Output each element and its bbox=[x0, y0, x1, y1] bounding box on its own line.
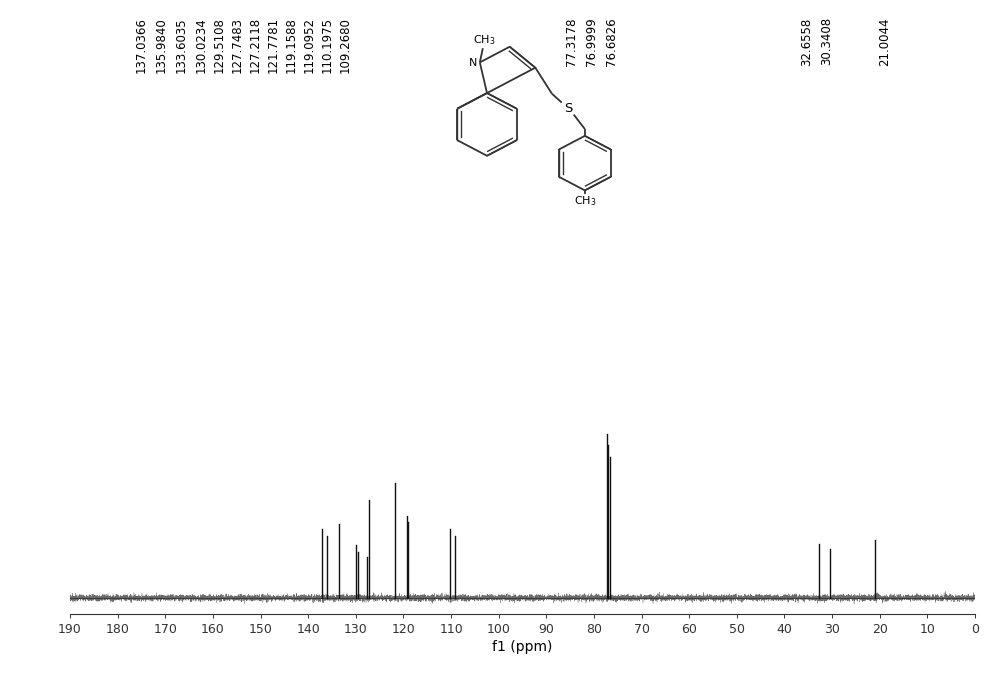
Text: 76.9999: 76.9999 bbox=[585, 17, 598, 66]
Text: S: S bbox=[564, 102, 573, 115]
Text: 21.0044: 21.0044 bbox=[878, 17, 891, 66]
Text: 135.9840: 135.9840 bbox=[155, 17, 168, 73]
X-axis label: f1 (ppm): f1 (ppm) bbox=[492, 641, 553, 654]
Text: 77.3178: 77.3178 bbox=[565, 17, 578, 66]
Text: 137.0366: 137.0366 bbox=[135, 17, 148, 74]
Text: 110.1975: 110.1975 bbox=[321, 17, 334, 74]
Text: 30.3408: 30.3408 bbox=[820, 17, 833, 65]
Text: 121.7781: 121.7781 bbox=[267, 17, 280, 74]
Text: 32.6558: 32.6558 bbox=[800, 17, 813, 66]
Text: 127.2118: 127.2118 bbox=[249, 17, 262, 74]
Text: 76.6826: 76.6826 bbox=[605, 17, 618, 66]
Text: 119.1588: 119.1588 bbox=[285, 17, 298, 74]
Text: N: N bbox=[469, 58, 477, 68]
Text: 127.7483: 127.7483 bbox=[231, 17, 244, 74]
Text: 130.0234: 130.0234 bbox=[195, 17, 208, 73]
Text: 109.2680: 109.2680 bbox=[339, 17, 352, 74]
Text: 133.6035: 133.6035 bbox=[175, 17, 188, 73]
Text: 119.0952: 119.0952 bbox=[303, 17, 316, 74]
Text: 129.5108: 129.5108 bbox=[213, 17, 226, 74]
Text: CH$_3$: CH$_3$ bbox=[473, 33, 496, 47]
Text: CH$_3$: CH$_3$ bbox=[574, 194, 596, 208]
